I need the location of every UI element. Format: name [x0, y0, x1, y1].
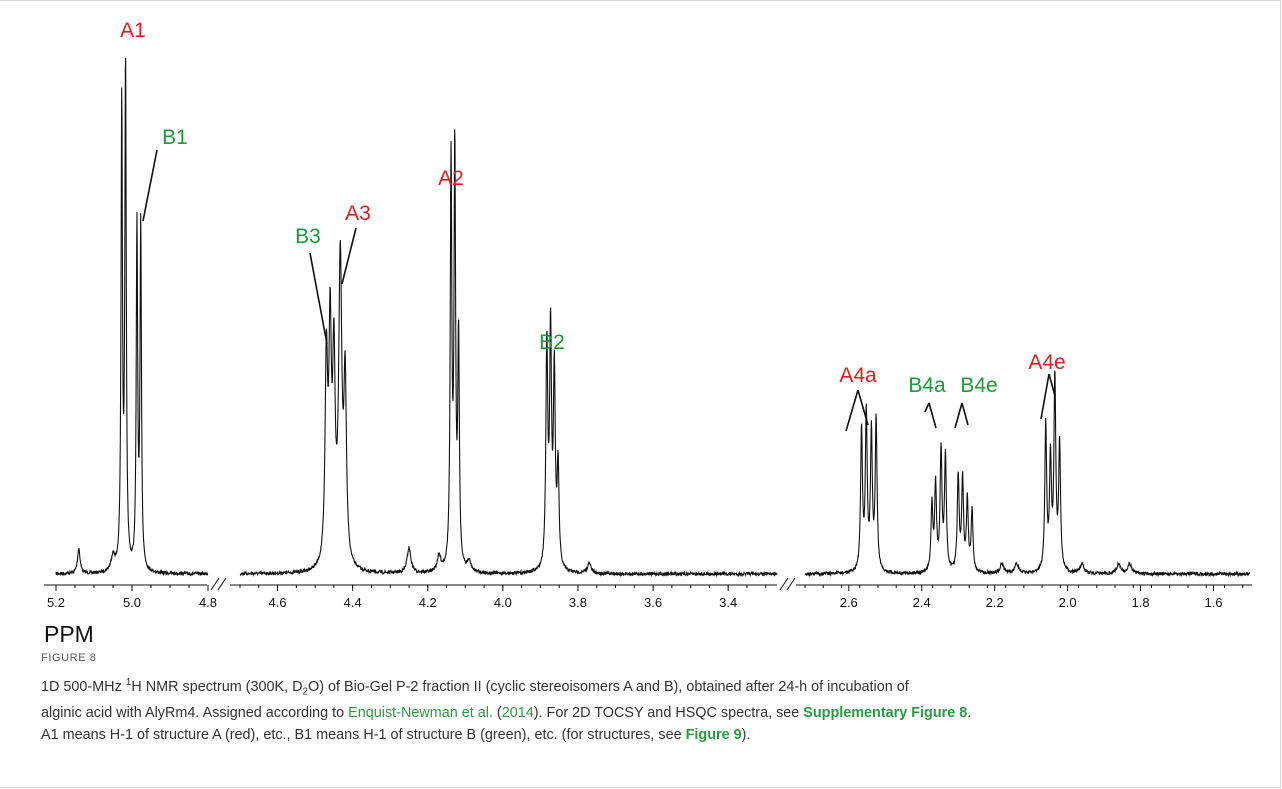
tick-label: 5.2	[47, 595, 65, 610]
supplementary-figure-link[interactable]: Supplementary Figure 8	[803, 705, 968, 722]
tick-label: 2.4	[913, 595, 931, 610]
axis-break-mark	[210, 577, 220, 591]
peak-label-a4e: A4e	[1028, 351, 1065, 374]
caption-text: 1D 500-MHz 1H NMR spectrum (300K, D2O) o…	[41, 672, 1256, 746]
peak-label-a3: A3	[345, 202, 371, 225]
spectrum-trace-segment-3	[804, 370, 1251, 578]
caption-sub: 2	[302, 686, 309, 698]
tick-label: 3.8	[569, 595, 587, 610]
caption-line1-c: O) of Bio-Gel P-2 fraction II (cyclic st…	[308, 678, 909, 695]
leader-line-a4e	[1040, 373, 1050, 420]
reference-year-link[interactable]: 2014	[501, 705, 534, 722]
caption-line3-a: A1 means H-1 of structure A (red), etc.,…	[41, 726, 686, 743]
peak-label-b1: B1	[162, 126, 188, 149]
tick-label: 2.6	[840, 595, 858, 610]
leader-line-a3	[341, 227, 357, 285]
tick-label: 2.2	[986, 595, 1004, 610]
leader-line-a4e	[1048, 373, 1056, 397]
tick-label: 2.0	[1059, 595, 1077, 610]
tick-label: 3.4	[719, 595, 737, 610]
peak-annotations: A1 B1 B3 A3 A2 B2 A4a B4a B4e A4e	[120, 19, 1066, 432]
tick-label: 1.6	[1204, 595, 1222, 610]
leader-line-b3	[309, 252, 328, 345]
peak-label-b2: B2	[539, 331, 565, 354]
peak-label-a4a: A4a	[839, 364, 877, 387]
spectrum-trace-layer	[55, 57, 1251, 578]
peak-label-b3: B3	[295, 225, 321, 248]
leader-line-b4a	[928, 402, 937, 429]
axis-break-mark	[779, 577, 789, 591]
figure-9-link[interactable]: Figure 9	[685, 726, 742, 743]
spectrum-trace-segment-1	[55, 57, 209, 577]
caption-line1-a: 1D 500-MHz	[41, 678, 126, 695]
tick-label: 1.8	[1132, 595, 1150, 610]
tick-label: 5.0	[123, 595, 141, 610]
nmr-spectrum-chart: 5.2 5.0 4.8 4.6 4.4 4.2 4.0 3.8 3.6 3.4 2.6 2.4 2.2 2…	[44, 19, 1252, 647]
tick-label: 4.6	[269, 595, 287, 610]
tick-label: 4.0	[494, 595, 512, 610]
spectrum-trace-segment-2	[239, 129, 778, 578]
axis-break-mark	[217, 577, 227, 591]
x-axis: 5.2 5.0 4.8 4.6 4.4 4.2 4.0 3.8 3.6 3.4 2.6 2.4 2.2 2…	[44, 577, 1252, 610]
caption-line2-end: .	[967, 705, 972, 722]
leader-line-a4a	[857, 389, 869, 426]
peak-label-a2: A2	[438, 167, 464, 190]
figure-label: FIGURE 8	[41, 652, 97, 664]
tick-label: 4.2	[419, 595, 437, 610]
tick-label: 4.4	[344, 595, 362, 610]
figure-caption: FIGURE 8 1D 500-MHz 1H NMR spectrum (300…	[41, 652, 1256, 746]
caption-line3-end: ).	[741, 726, 751, 743]
peak-label-b4e: B4e	[960, 374, 997, 397]
leader-line-b4a	[924, 402, 930, 413]
caption-ref-open: (	[492, 705, 502, 722]
caption-ref-close: ). For 2D TOCSY and HSQC spectra, see	[533, 705, 804, 722]
reference-authors-link[interactable]: Enquist-Newman et al.	[348, 705, 493, 722]
caption-line1-b: H NMR spectrum (300K, D	[131, 678, 303, 695]
caption-line2-a: alginic acid with AlyRm4. Assigned accor…	[41, 705, 349, 722]
peak-label-a1: A1	[120, 19, 146, 42]
tick-label: 3.6	[644, 595, 662, 610]
tick-label: 4.8	[199, 595, 217, 610]
leader-line-b1	[142, 149, 158, 222]
x-axis-label: PPM	[44, 621, 94, 647]
leader-line-b4e	[954, 402, 963, 429]
leader-line-b4e	[961, 402, 969, 426]
peak-label-b4a: B4a	[908, 374, 946, 397]
caption-sup: 1	[125, 677, 132, 688]
axis-break-mark	[786, 577, 796, 591]
leader-line-a4a	[845, 389, 859, 432]
